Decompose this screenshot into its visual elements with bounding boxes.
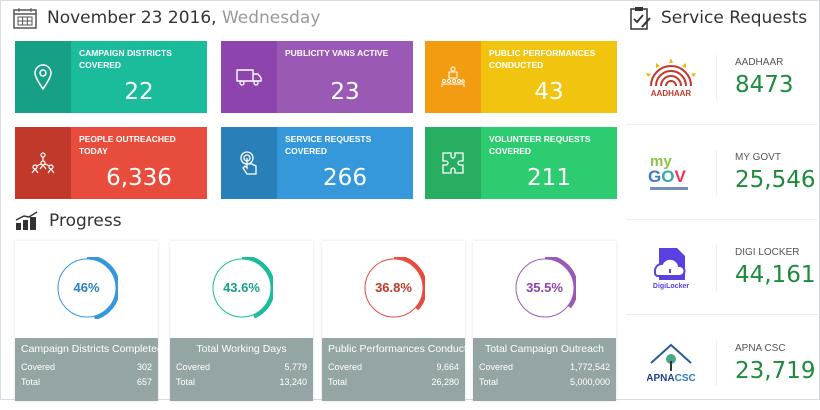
- divider: [716, 340, 717, 386]
- progress-percent: 36.8%: [375, 280, 412, 295]
- service-requests-header: Service Requests: [629, 6, 807, 30]
- service-request-row[interactable]: DigiLocker DIGI LOCKER 44,161: [626, 221, 820, 315]
- total-value: 13,240: [279, 377, 307, 387]
- tile-value: 22: [124, 79, 154, 105]
- calendar-icon: [13, 8, 37, 29]
- service-name: AADHAAR: [735, 57, 784, 68]
- service-request-row[interactable]: my GOV MY GOVT 25,546: [626, 126, 820, 220]
- service-name: APNA CSC: [735, 342, 786, 354]
- stat-tile[interactable]: Public Performances Conducted 43: [425, 41, 617, 113]
- service-name: DIGI LOCKER: [735, 247, 800, 258]
- progress-card-title: Campaign Districts Completed: [21, 343, 163, 355]
- my-govt-logo: my GOV: [626, 152, 716, 194]
- apna-csc-logo: APNACSC: [626, 341, 716, 385]
- total-label: Total: [479, 377, 499, 387]
- map-pin-icon: [15, 41, 71, 113]
- progress-card: 43.6% Total Working Days Covered 5,779 To…: [170, 241, 313, 401]
- tile-label: Volunteer Requests Covered: [489, 134, 591, 156]
- covered-label: Covered: [328, 362, 363, 372]
- progress-ring: [514, 257, 576, 319]
- progress-footer: Total Campaign Outreach Covered 1,772,542…: [473, 338, 616, 401]
- progress-ring: [363, 257, 425, 319]
- covered-label: Covered: [479, 362, 514, 372]
- total-label: Total: [21, 377, 41, 387]
- progress-footer: Public Performances Conducted Covered 9,6…: [322, 338, 479, 401]
- progress-footer: Total Working Days Covered 5,779 Total 13,…: [170, 338, 313, 401]
- tile-value: 266: [323, 165, 367, 191]
- service-count: 23,719: [735, 357, 816, 384]
- covered-label: Covered: [21, 362, 56, 372]
- van-icon: [221, 41, 277, 113]
- stat-tile[interactable]: People Outreached Today 6,336: [15, 127, 207, 199]
- clipboard-check-icon: [630, 7, 651, 30]
- digi-locker-logo: DigiLocker: [626, 246, 716, 290]
- aadhaar-logo: AADHAAR: [626, 57, 716, 98]
- covered-value: 1,772,542: [569, 362, 610, 372]
- total-label: Total: [176, 377, 196, 387]
- progress-percent: 35.5%: [526, 280, 563, 295]
- service-requests-title: Service Requests: [661, 8, 808, 28]
- progress-card-title: Public Performances Conducted: [328, 343, 479, 355]
- svg-text:DigiLocker: DigiLocker: [653, 283, 689, 290]
- progress-card: 46% Campaign Districts Completed Covered…: [15, 241, 163, 401]
- weekday-text: Wednesday: [221, 8, 321, 28]
- service-count: 44,161: [735, 262, 816, 288]
- svg-text:GOV: GOV: [648, 167, 686, 186]
- covered-value: 5,779: [284, 362, 307, 372]
- total-value: 5,000,000: [569, 377, 610, 387]
- covered-value: 9,664: [436, 362, 459, 372]
- service-request-row[interactable]: APNACSC APNA CSC 23,719: [626, 316, 820, 410]
- divider: [716, 149, 717, 196]
- progress-ring: [56, 257, 118, 319]
- progress-percent: 43.6%: [223, 280, 260, 295]
- tile-value: 43: [534, 79, 564, 105]
- date-text: November 23 2016,: [47, 8, 217, 28]
- stat-tile[interactable]: Campaign Districts Covered 22: [15, 41, 207, 113]
- svg-text:AADHAAR: AADHAAR: [651, 89, 692, 98]
- service-name: MY GOVT: [735, 152, 781, 163]
- progress-title: Progress: [49, 211, 122, 231]
- tile-label: Service Requests Covered: [285, 134, 372, 156]
- progress-header: Progress: [15, 211, 122, 231]
- stat-tile[interactable]: Service Requests Covered 266: [221, 127, 413, 199]
- total-value: 657: [136, 377, 152, 387]
- tile-label: Campaign Districts Covered: [79, 48, 172, 70]
- progress-card-title: Total Working Days: [196, 343, 287, 355]
- tile-value: 6,336: [106, 165, 172, 191]
- covered-value: 302: [136, 362, 152, 372]
- service-count: 25,546: [735, 167, 816, 193]
- covered-label: Covered: [176, 362, 211, 372]
- tile-value: 23: [330, 79, 360, 105]
- service-count: 8473: [735, 72, 794, 98]
- progress-card: 35.5% Total Campaign Outreach Covered 1,7…: [473, 241, 616, 401]
- progress-percent: 46%: [73, 280, 100, 295]
- tile-label: Publicity Vans Active: [285, 48, 389, 58]
- stat-tile[interactable]: Publicity Vans Active 23: [221, 41, 413, 113]
- stat-tile[interactable]: Volunteer Requests Covered 211: [425, 127, 617, 199]
- service-request-row[interactable]: AADHAAR AADHAAR 8473: [626, 31, 820, 125]
- audience-icon: [425, 41, 481, 113]
- date-header: November 23 2016, Wednesday: [13, 7, 320, 29]
- tile-label: Public Performances Conducted: [489, 48, 596, 70]
- touch-icon: [221, 127, 277, 199]
- bar-chart-icon: [15, 211, 38, 230]
- divider: [716, 54, 717, 101]
- progress-ring: [211, 257, 273, 319]
- svg-text:APNACSC: APNACSC: [647, 373, 695, 384]
- progress-footer: Campaign Districts Completed Covered 302 …: [15, 338, 163, 401]
- puzzle-icon: [425, 127, 481, 199]
- total-value: 26,280: [431, 377, 459, 387]
- tile-label: People Outreached Today: [79, 134, 176, 156]
- tile-value: 211: [527, 165, 571, 191]
- progress-card: 36.8% Public Performances Conducted Cove…: [322, 241, 479, 401]
- divider: [716, 244, 717, 291]
- people-network-icon: [15, 127, 71, 199]
- progress-card-title: Total Campaign Outreach: [484, 343, 605, 355]
- total-label: Total: [328, 377, 348, 387]
- svg-text:my: my: [650, 153, 672, 170]
